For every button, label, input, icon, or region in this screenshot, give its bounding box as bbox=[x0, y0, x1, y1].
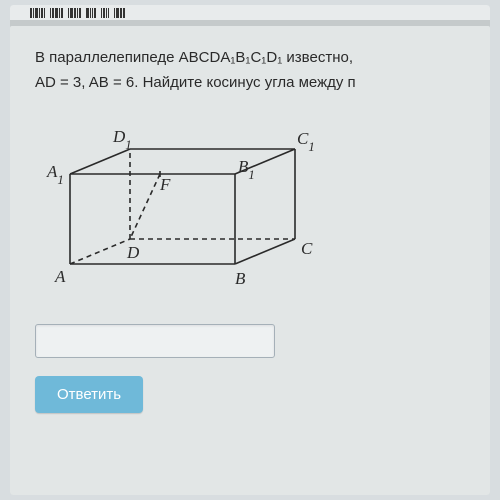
svg-text:F: F bbox=[159, 175, 171, 194]
problem-line-2: AD = 3, AB = 6. Найдите косинус угла меж… bbox=[35, 74, 356, 91]
svg-text:B: B bbox=[235, 269, 246, 288]
answer-button[interactable]: Ответить bbox=[35, 376, 143, 413]
diagram-svg: A B C D A1 B1 C1 D1 F bbox=[45, 114, 335, 294]
parallelepiped-diagram: A B C D A1 B1 C1 D1 F bbox=[45, 114, 465, 299]
problem-text: В параллелепипеде ABCDA₁B₁C₁D₁ известно,… bbox=[35, 46, 465, 96]
svg-text:D1: D1 bbox=[112, 127, 132, 152]
content-panel: В параллелепипеде ABCDA₁B₁C₁D₁ известно,… bbox=[10, 26, 490, 495]
answer-input[interactable] bbox=[35, 324, 275, 358]
barcode-strip bbox=[10, 5, 490, 20]
problem-line-1: В параллелепипеде ABCDA₁B₁C₁D₁ известно, bbox=[35, 49, 353, 66]
svg-text:C: C bbox=[301, 239, 313, 258]
screen: В параллелепипеде ABCDA₁B₁C₁D₁ известно,… bbox=[10, 5, 490, 495]
svg-text:A1: A1 bbox=[46, 162, 64, 187]
svg-text:B1: B1 bbox=[238, 157, 255, 182]
svg-text:A: A bbox=[54, 267, 66, 286]
svg-text:D: D bbox=[126, 243, 140, 262]
svg-text:C1: C1 bbox=[297, 129, 315, 154]
